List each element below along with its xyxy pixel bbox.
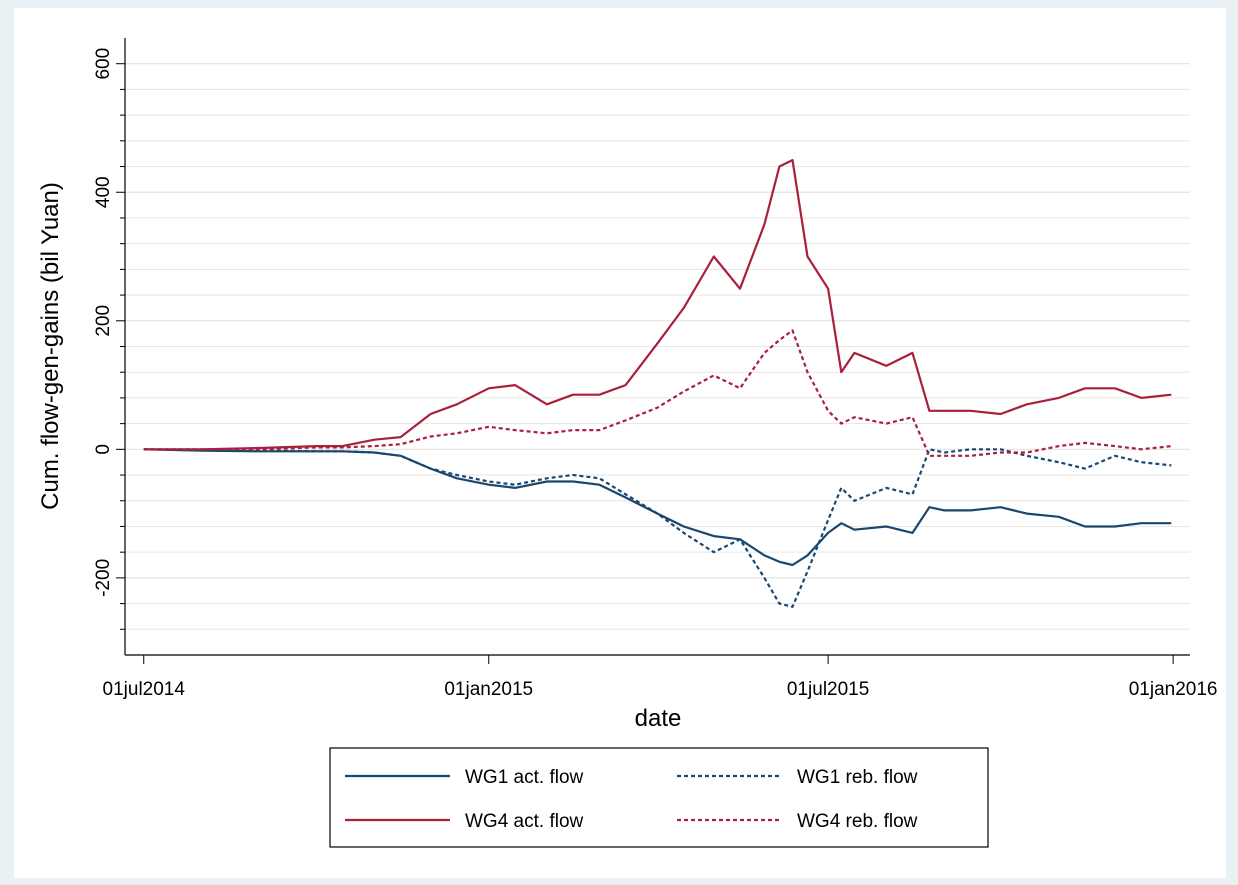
x-tick-label: 01jan2016 xyxy=(1129,679,1218,700)
series-line xyxy=(143,448,1172,608)
x-tick-label: 01jan2015 xyxy=(444,679,533,700)
legend-label: WG4 act. flow xyxy=(465,811,584,832)
legend-label: WG1 reb. flow xyxy=(797,767,918,788)
series-line xyxy=(143,159,1172,451)
x-tick-label: 01jul2014 xyxy=(103,679,186,700)
graph-region xyxy=(14,8,1226,878)
y-tick-label: 400 xyxy=(93,176,114,208)
legend-box xyxy=(329,747,989,848)
x-tick-label: 01jul2015 xyxy=(787,679,869,700)
y-axis-title: Cum. flow-gen-gains (bil Yuan) xyxy=(37,182,64,510)
x-axis-title: date xyxy=(635,705,682,732)
y-tick-label: 0 xyxy=(93,444,114,455)
legend-label: WG1 act. flow xyxy=(465,767,584,788)
legend-label: WG4 reb. flow xyxy=(797,811,918,832)
y-tick-label: 200 xyxy=(93,305,114,337)
y-tick-label: 600 xyxy=(93,48,114,80)
y-tick-label: -200 xyxy=(93,559,114,597)
series-line xyxy=(143,329,1172,457)
